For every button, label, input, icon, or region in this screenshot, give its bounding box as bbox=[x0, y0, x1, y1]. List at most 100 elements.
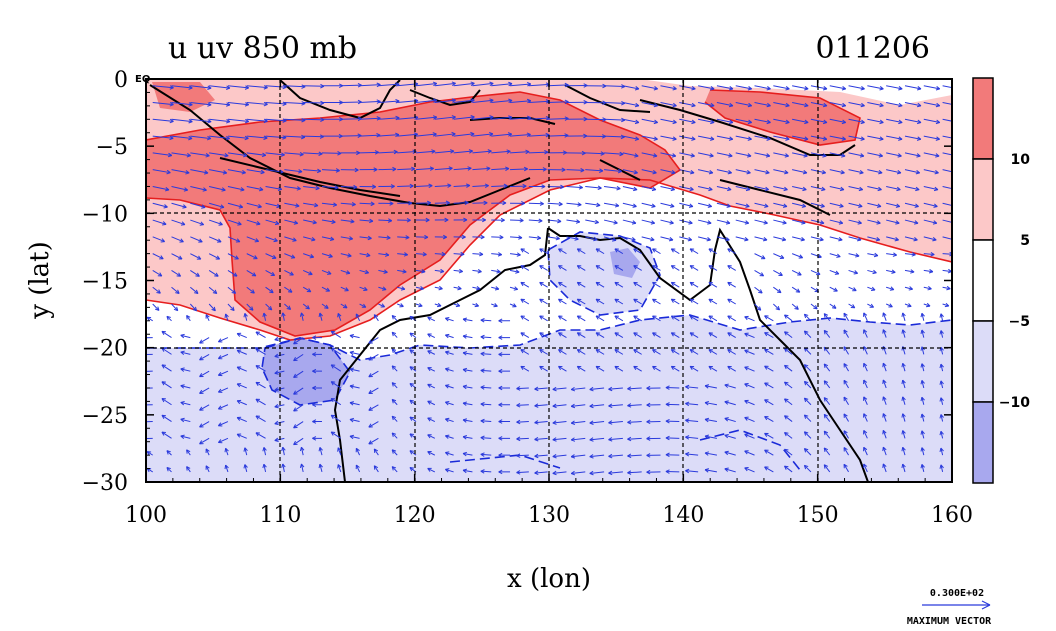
wind-arrow bbox=[886, 236, 899, 242]
wind-arrow bbox=[397, 218, 411, 223]
wind-arrow bbox=[823, 430, 831, 439]
wind-arrow bbox=[199, 404, 210, 411]
wind-arrow bbox=[321, 168, 340, 173]
wind-arrow bbox=[227, 85, 250, 90]
wind-arrow bbox=[462, 468, 473, 474]
wind-arrow bbox=[595, 332, 605, 339]
wind-arrow bbox=[848, 169, 864, 175]
wind-arrow bbox=[227, 118, 250, 124]
wind-arrow bbox=[942, 102, 952, 105]
wind-arrow bbox=[614, 315, 624, 322]
wind-arrow bbox=[415, 132, 437, 137]
wind-arrow bbox=[453, 200, 469, 206]
wind-arrow bbox=[205, 448, 210, 456]
wind-arrow bbox=[689, 365, 699, 372]
wind-arrow bbox=[491, 286, 500, 291]
wind-arrow bbox=[180, 434, 191, 439]
wind-arrow bbox=[321, 202, 338, 207]
wind-arrow bbox=[284, 286, 293, 293]
wind-arrow bbox=[355, 447, 361, 456]
wind-arrow bbox=[355, 313, 361, 322]
wind-arrow bbox=[595, 248, 605, 255]
wind-arrow bbox=[773, 269, 783, 276]
wind-arrow bbox=[792, 135, 809, 141]
wind-arrow bbox=[480, 401, 492, 407]
wind-arrow bbox=[349, 401, 360, 406]
wind-arrow bbox=[576, 298, 586, 305]
wind-arrow bbox=[744, 332, 755, 339]
wind-arrow bbox=[735, 118, 753, 125]
wind-arrow bbox=[340, 184, 358, 190]
wind-arrow bbox=[848, 269, 859, 275]
wind-arrow bbox=[633, 365, 642, 372]
wind-arrow bbox=[427, 333, 436, 339]
wind-arrow bbox=[190, 102, 212, 107]
wind-arrow bbox=[589, 454, 605, 459]
wind-arrow bbox=[397, 200, 413, 206]
wind-arrow bbox=[186, 314, 191, 322]
wind-arrow bbox=[920, 447, 925, 456]
wind-arrow bbox=[665, 469, 680, 474]
wind-arrow bbox=[773, 135, 790, 141]
wind-arrow bbox=[622, 118, 640, 125]
wind-arrow bbox=[208, 219, 223, 226]
wind-arrow bbox=[792, 169, 808, 175]
wind-arrow bbox=[886, 219, 900, 225]
wind-arrow bbox=[246, 152, 267, 158]
wind-arrow bbox=[685, 401, 699, 407]
wind-arrow bbox=[754, 152, 771, 158]
vector-scale-label: MAXIMUM VECTOR bbox=[907, 616, 992, 627]
wind-arrow bbox=[321, 185, 339, 190]
wind-arrow bbox=[848, 118, 865, 125]
x-tick-label: 100 bbox=[125, 503, 167, 528]
wind-arrow bbox=[744, 399, 755, 406]
wind-arrow bbox=[445, 468, 454, 473]
wind-arrow bbox=[534, 420, 548, 425]
colorbar-swatch bbox=[972, 158, 994, 241]
wind-arrow bbox=[792, 236, 805, 242]
wind-arrow bbox=[882, 446, 887, 456]
wind-arrow bbox=[445, 350, 454, 355]
wind-arrow bbox=[622, 185, 638, 192]
wind-arrow bbox=[359, 235, 372, 241]
wind-arrow bbox=[190, 219, 205, 226]
wind-arrow bbox=[566, 202, 582, 207]
wind-arrow bbox=[558, 265, 567, 271]
wind-arrow bbox=[791, 286, 801, 293]
wind-arrow bbox=[627, 453, 642, 459]
wind-arrow bbox=[415, 115, 438, 120]
wind-arrow bbox=[462, 418, 473, 423]
wind-arrow bbox=[614, 248, 624, 255]
wind-arrow bbox=[939, 397, 944, 405]
wind-arrow bbox=[698, 102, 715, 108]
wind-arrow bbox=[576, 365, 586, 372]
wind-arrow bbox=[614, 365, 624, 372]
wind-arrow bbox=[735, 219, 750, 225]
wind-arrow bbox=[312, 368, 322, 374]
wind-arrow bbox=[652, 281, 661, 288]
wind-arrow bbox=[217, 353, 229, 360]
wind-arrow bbox=[321, 269, 332, 275]
wind-arrow bbox=[462, 334, 473, 339]
wind-arrow bbox=[863, 396, 868, 405]
wind-arrow bbox=[528, 149, 549, 155]
wind-arrow bbox=[453, 149, 473, 154]
wind-arrow bbox=[754, 185, 770, 192]
wind-arrow bbox=[652, 265, 661, 271]
wind-arrow bbox=[146, 451, 153, 456]
date-label: 011206 bbox=[815, 31, 930, 66]
wind-arrow bbox=[784, 331, 793, 338]
wind-arrow bbox=[208, 236, 222, 243]
wind-arrow bbox=[942, 152, 952, 156]
wind-arrow bbox=[920, 430, 925, 439]
wind-arrow bbox=[764, 432, 774, 439]
wind-arrow bbox=[735, 102, 753, 108]
y-tick-label: 0 bbox=[114, 68, 128, 93]
wind-arrow bbox=[633, 281, 642, 288]
wind-arrow bbox=[570, 454, 586, 459]
wind-arrow bbox=[480, 318, 492, 323]
wind-arrow bbox=[349, 417, 360, 423]
wind-arrow bbox=[585, 202, 601, 208]
wind-arrow bbox=[171, 185, 189, 192]
wind-arrow bbox=[472, 285, 481, 291]
